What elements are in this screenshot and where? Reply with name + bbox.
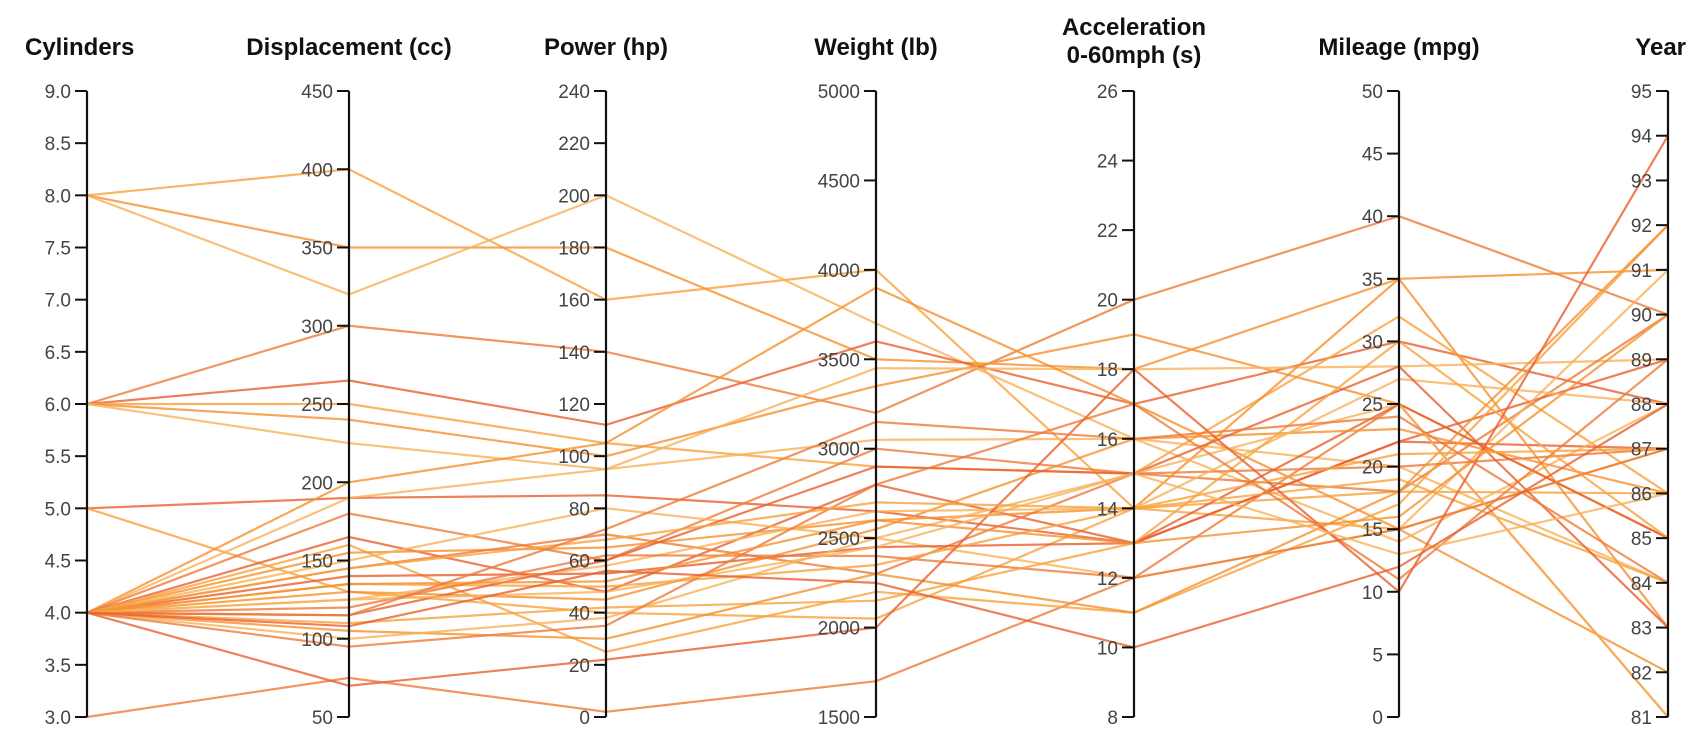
tick-label: 15: [1362, 520, 1383, 541]
tick-label: 0: [579, 708, 590, 729]
tick-label: 90: [1631, 306, 1652, 327]
axis-wt: Weight (lb) 1500 2000 2500 3000 3500 4000 4500 5…: [814, 34, 938, 729]
tick-label: 84: [1631, 574, 1653, 595]
tick-label: 3.0: [45, 708, 71, 729]
tick-label: 140: [558, 343, 590, 364]
tick-label: 4.5: [45, 552, 71, 573]
tick-label: 4500: [818, 171, 860, 192]
tick-label: 2000: [818, 619, 860, 640]
tick-label: 5.0: [45, 499, 71, 520]
tick-label: 180: [558, 239, 590, 260]
tick-label: 8.0: [45, 186, 71, 207]
tick-label: 150: [301, 552, 333, 573]
tick-label: 3500: [818, 350, 860, 371]
axis-title: Mileage (mpg): [1318, 34, 1479, 61]
tick-label: 80: [569, 499, 590, 520]
tick-label: 50: [1362, 82, 1383, 103]
axis-title: Cylinders: [25, 34, 134, 61]
tick-label: 2500: [818, 529, 860, 550]
tick-label: 5000: [818, 82, 860, 103]
tick-label: 14: [1097, 499, 1119, 520]
tick-label: 89: [1631, 350, 1652, 371]
tick-label: 82: [1631, 663, 1652, 684]
tick-label: 25: [1362, 395, 1383, 416]
tick-label: 3.5: [45, 656, 71, 677]
tick-label: 18: [1097, 360, 1118, 381]
tick-label: 12: [1097, 569, 1118, 590]
tick-label: 86: [1631, 484, 1652, 505]
tick-label: 5: [1372, 645, 1383, 666]
tick-label: 35: [1362, 270, 1383, 291]
axes: Cylinders 3.0 3.5 4.0 4.5 5.0 5.5 6.0 6.5 7.0 7.5 8…: [25, 14, 1686, 729]
tick-label: 50: [312, 708, 333, 729]
tick-label: 220: [558, 134, 590, 155]
tick-label: 22: [1097, 221, 1118, 242]
tick-label: 16: [1097, 430, 1118, 451]
tick-label: 20: [1097, 291, 1118, 312]
axis-disp: Displacement (cc) 50 100 150 200 250 300 350 400…: [246, 34, 451, 729]
tick-label: 8: [1107, 708, 1118, 729]
tick-label: 250: [301, 395, 333, 416]
tick-label: 92: [1631, 216, 1652, 237]
tick-label: 100: [301, 630, 333, 651]
tick-label: 20: [569, 656, 590, 677]
car-line: [86, 415, 1669, 617]
axis-year: Year 81 82 83 84 85 86 87 88 89 90 91 92 93 94 95: [1631, 34, 1686, 729]
tick-label: 10: [1362, 583, 1383, 604]
tick-label: 60: [569, 552, 590, 573]
tick-label: 120: [558, 395, 590, 416]
tick-label: 30: [1362, 332, 1383, 353]
tick-label: 7.0: [45, 291, 71, 312]
tick-label: 450: [301, 82, 333, 103]
axis-title: Acceleration: [1062, 14, 1206, 41]
axis-mpg: Mileage (mpg) 0 5 10 15 20 25 30 35 40 45 50: [1318, 34, 1479, 729]
tick-label: 5.5: [45, 447, 71, 468]
tick-label: 91: [1631, 261, 1652, 282]
tick-label: 20: [1362, 458, 1383, 479]
tick-label: 200: [301, 473, 333, 494]
axis-title: Weight (lb): [814, 34, 938, 61]
tick-label: 87: [1631, 440, 1652, 461]
tick-label: 0: [1372, 708, 1383, 729]
tick-label: 100: [558, 447, 590, 468]
tick-label: 93: [1631, 171, 1652, 192]
tick-label: 300: [301, 317, 333, 338]
axis-hp: Power (hp) 0 20 40 60 80 100 120 140 160 180 200 220…: [544, 34, 668, 729]
tick-label: 200: [558, 186, 590, 207]
tick-label: 1500: [818, 708, 860, 729]
tick-label: 40: [1362, 207, 1383, 228]
tick-label: 24: [1097, 152, 1119, 173]
axis-title: Displacement (cc): [246, 34, 451, 61]
tick-label: 8.5: [45, 134, 71, 155]
tick-label: 400: [301, 160, 333, 181]
axis-title: Power (hp): [544, 34, 668, 61]
tick-label: 4000: [818, 261, 860, 282]
tick-label: 240: [558, 82, 590, 103]
tick-label: 45: [1362, 145, 1383, 166]
tick-label: 94: [1631, 127, 1653, 148]
tick-label: 160: [558, 291, 590, 312]
tick-label: 85: [1631, 529, 1652, 550]
tick-label: 9.0: [45, 82, 71, 103]
tick-label: 83: [1631, 619, 1652, 640]
tick-label: 26: [1097, 82, 1118, 103]
tick-label: 350: [301, 239, 333, 260]
tick-label: 88: [1631, 395, 1652, 416]
tick-label: 6.5: [45, 343, 71, 364]
tick-label: 10: [1097, 638, 1118, 659]
axis-title: Year: [1635, 34, 1686, 61]
tick-label: 4.0: [45, 604, 71, 625]
tick-label: 95: [1631, 82, 1652, 103]
tick-label: 6.0: [45, 395, 71, 416]
tick-label: 3000: [818, 440, 860, 461]
tick-label: 81: [1631, 708, 1652, 729]
car-line: [86, 194, 1669, 371]
tick-label: 7.5: [45, 239, 71, 260]
axis-cyl: Cylinders 3.0 3.5 4.0 4.5 5.0 5.5 6.0 6.5 7.0 7.5 8…: [25, 34, 134, 729]
axis-title: 0-60mph (s): [1067, 42, 1202, 69]
tick-label: 40: [569, 604, 590, 625]
